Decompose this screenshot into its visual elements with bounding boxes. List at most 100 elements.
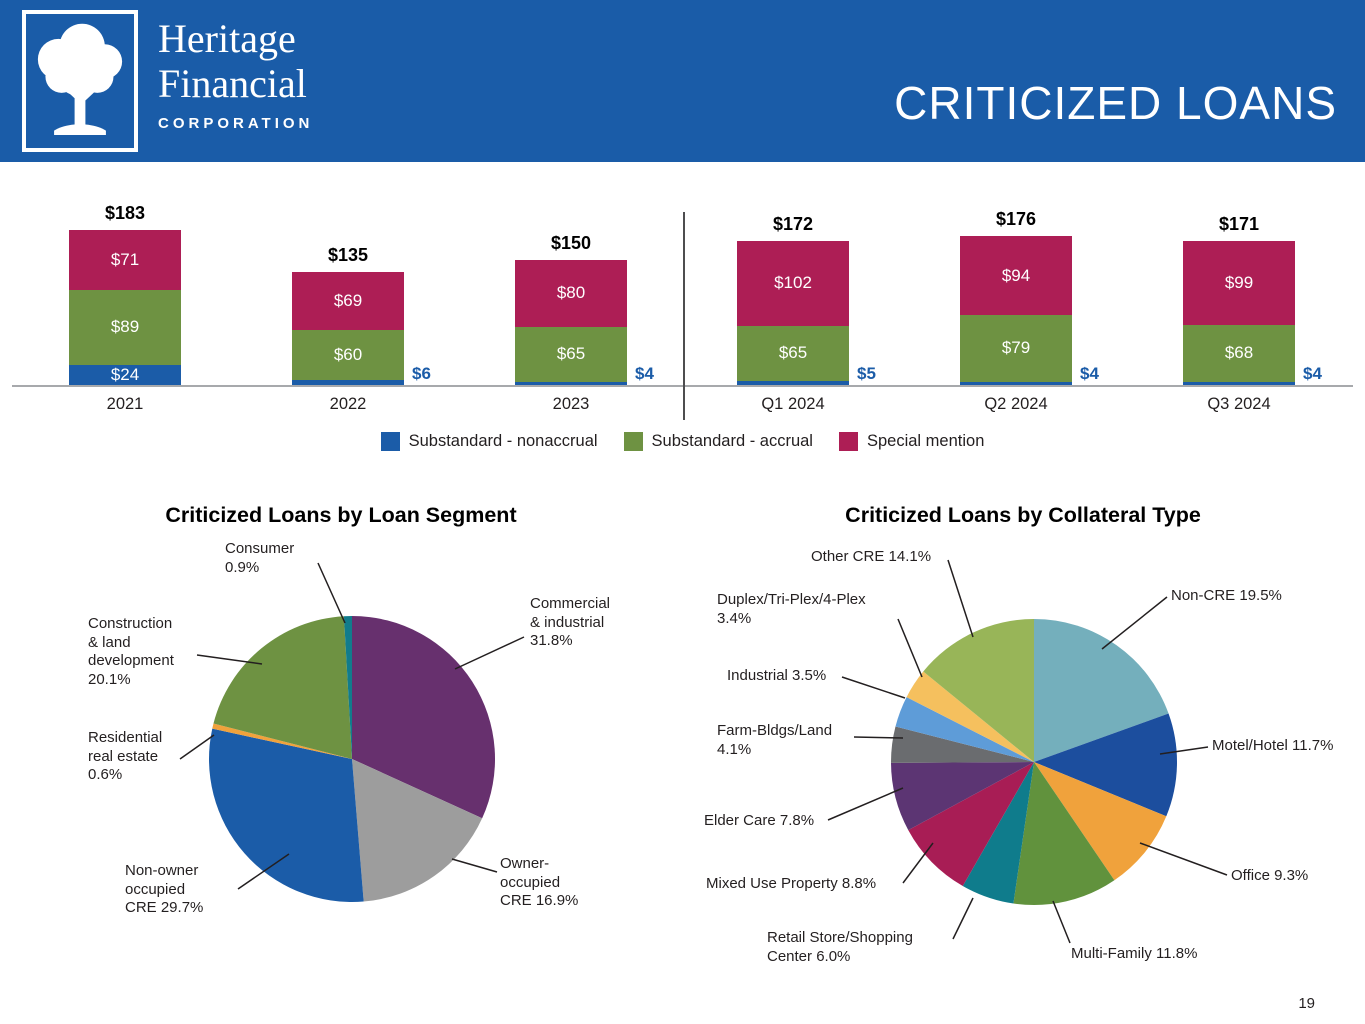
bar-segment-substandard-accrual-q2-2024: $79 bbox=[960, 315, 1072, 382]
leader-line-commercial-industrial bbox=[454, 636, 525, 670]
x-axis-line bbox=[12, 385, 1353, 387]
pie-label-owner-occupied-cre: Owner- occupied CRE 16.9% bbox=[500, 855, 579, 910]
bar-segment-special-mention-2023: $80 bbox=[515, 259, 627, 328]
bar-segment-substandard-accrual-q3-2024: $68 bbox=[1183, 324, 1295, 382]
pie-slice-multi-family bbox=[1013, 762, 1115, 905]
pie-label-elder-care: Elder Care 7.8% bbox=[704, 812, 815, 829]
leader-line-motel-hotel bbox=[1159, 746, 1209, 755]
pie-slice-duplex-tri-plex-4-plex bbox=[906, 671, 1034, 762]
bar-total-label-q2-2024: $176 bbox=[995, 209, 1037, 230]
legend-label-special-mention: Special mention bbox=[866, 432, 985, 450]
pie-slice-mixed-use-property bbox=[908, 762, 1034, 886]
pie-slice-industrial bbox=[895, 697, 1034, 762]
bar-category-label-2022: 2022 bbox=[329, 395, 367, 413]
bar-total-label-2022: $135 bbox=[327, 244, 369, 265]
pie-label-industrial: Industrial 3.5% bbox=[727, 667, 827, 684]
bar-segment-substandard-nonaccrual-q2-2024 bbox=[960, 381, 1072, 385]
pie-label-duplex-tri-plex-4-plex: Duplex/Tri-Plex/4-Plex 3.4% bbox=[717, 591, 866, 627]
logo-line-3: CORPORATION bbox=[158, 115, 314, 132]
bar-category-label-q2-2024: Q2 2024 bbox=[984, 395, 1048, 413]
pie-slice-office bbox=[1034, 762, 1167, 881]
header: Heritage Financial CORPORATION CRITICIZE… bbox=[0, 0, 1365, 162]
bar-value-label-substandard-nonaccrual-2022: $6 bbox=[412, 364, 431, 383]
bar-total-label-q3-2024: $171 bbox=[1218, 214, 1260, 235]
bar-segment-substandard-accrual-2023: $65 bbox=[515, 327, 627, 382]
bar-total-label-2023: $150 bbox=[550, 232, 592, 253]
bar-value-label-substandard-nonaccrual-2023: $4 bbox=[635, 364, 654, 383]
legend-item-substandard-nonaccrual: Substandard - nonaccrual bbox=[380, 432, 598, 451]
pie-slice-farm-bldgs-land bbox=[890, 726, 1034, 763]
leader-line-retail-store-shopping-center bbox=[952, 897, 974, 940]
bar-total-label-2021: $183 bbox=[104, 203, 146, 224]
pie-label-non-owner-occupied-cre: Non-owner occupied CRE 29.7% bbox=[125, 862, 204, 917]
leader-line-non-cre bbox=[1101, 596, 1168, 650]
leader-line-office bbox=[1139, 842, 1228, 876]
bar-segment-special-mention-2022: $69 bbox=[292, 271, 404, 330]
leader-line-mixed-use-property bbox=[902, 842, 934, 884]
legend-item-substandard-accrual: Substandard - accrual bbox=[623, 432, 813, 451]
bar-segment-special-mention-q2-2024: $94 bbox=[960, 236, 1072, 316]
pie-slice-residential-real-estate bbox=[212, 723, 352, 759]
leader-line-construction-land-development bbox=[196, 654, 263, 665]
pie-label-construction-land-development: Construction & land development 20.1% bbox=[88, 615, 174, 688]
pie-slice-owner-occupied-cre bbox=[352, 759, 483, 902]
bar-category-label-2023: 2023 bbox=[552, 395, 590, 413]
pie-charts-row: Criticized Loans by Loan Segment Commerc… bbox=[0, 497, 1365, 1002]
bar-value-label-substandard-nonaccrual-q1-2024: $5 bbox=[857, 364, 876, 383]
pie-label-office: Office 9.3% bbox=[1231, 867, 1309, 884]
pie-label-mixed-use-property: Mixed Use Property 8.8% bbox=[706, 875, 877, 892]
heritage-logo bbox=[22, 10, 138, 152]
bar-segment-special-mention-q3-2024: $99 bbox=[1183, 241, 1295, 325]
pie-slice-other-cre bbox=[923, 619, 1034, 762]
pie-label-non-cre: Non-CRE 19.5% bbox=[1171, 587, 1282, 604]
bar-category-label-q3-2024: Q3 2024 bbox=[1207, 395, 1271, 413]
pie-slice-construction-land-development bbox=[213, 616, 352, 759]
page-number: 19 bbox=[1298, 995, 1315, 1012]
logo-line-1: Heritage bbox=[158, 16, 296, 61]
pie-label-farm-bldgs-land: Farm-Bldgs/Land 4.1% bbox=[717, 722, 833, 758]
pie-slice-non-owner-occupied-cre bbox=[208, 728, 364, 902]
pie-chart-collateral-type: Criticized Loans by Collateral Type Non-… bbox=[682, 497, 1364, 1002]
leader-line-owner-occupied-cre bbox=[451, 858, 498, 873]
annual-quarterly-divider-line bbox=[683, 212, 685, 420]
pie-chart-loan-segment: Criticized Loans by Loan Segment Commerc… bbox=[0, 497, 682, 1002]
bar-chart-section: $24 $89 $71 $183 2021 $6 $60 $69 $135 2022 $4 $65 $8… bbox=[0, 170, 1365, 451]
leader-line-elder-care bbox=[827, 787, 904, 821]
leader-line-multi-family bbox=[1052, 900, 1071, 944]
bar-value-label-substandard-nonaccrual-q3-2024: $4 bbox=[1303, 364, 1322, 383]
page-title: CRITICIZED LOANS bbox=[894, 77, 1337, 129]
logo-line-2: Financial bbox=[158, 61, 307, 106]
pie-label-motel-hotel: Motel/Hotel 11.7% bbox=[1212, 737, 1334, 754]
bar-segment-substandard-nonaccrual-q1-2024 bbox=[737, 380, 849, 385]
leader-line-farm-bldgs-land bbox=[853, 736, 904, 739]
bar-segment-substandard-accrual-q1-2024: $65 bbox=[737, 326, 849, 381]
pie-slice-elder-care bbox=[891, 762, 1034, 831]
bar-category-label-q1-2024: Q1 2024 bbox=[761, 395, 825, 413]
bar-segment-special-mention-q1-2024: $102 bbox=[737, 240, 849, 327]
bar-segment-substandard-accrual-2022: $60 bbox=[292, 329, 404, 380]
bar-segment-substandard-nonaccrual-2022 bbox=[292, 379, 404, 385]
bar-segment-substandard-nonaccrual-2023 bbox=[515, 381, 627, 385]
pie-slice-retail-store-shopping-center bbox=[962, 762, 1034, 904]
pie-label-residential-real-estate: Residential real estate 0.6% bbox=[88, 729, 163, 784]
pie-slice-non-cre bbox=[1034, 619, 1169, 762]
bar-segment-substandard-nonaccrual-2021: $24 bbox=[69, 364, 181, 385]
bar-segment-substandard-accrual-2021: $89 bbox=[69, 290, 181, 365]
pie-label-consumer: Consumer 0.9% bbox=[225, 540, 295, 576]
pie-label-commercial-industrial: Commercial & industrial 31.8% bbox=[530, 595, 611, 650]
leader-line-non-owner-occupied-cre bbox=[237, 853, 290, 890]
legend-swatch-substandard-accrual bbox=[623, 432, 643, 451]
pie-label-multi-family: Multi-Family 11.8% bbox=[1071, 945, 1198, 962]
pie-slice-consumer bbox=[343, 616, 352, 759]
leader-line-residential-real-estate bbox=[179, 734, 215, 760]
pie-label-other-cre: Other CRE 14.1% bbox=[811, 548, 932, 565]
bar-segment-special-mention-2021: $71 bbox=[69, 230, 181, 291]
legend-label-substandard-nonaccrual: Substandard - nonaccrual bbox=[408, 432, 598, 450]
tree-icon bbox=[37, 23, 123, 135]
bar-value-label-substandard-nonaccrual-q2-2024: $4 bbox=[1080, 364, 1099, 383]
legend-swatch-substandard-nonaccrual bbox=[380, 432, 400, 451]
leader-line-industrial bbox=[841, 676, 906, 699]
pie-title-loan-segment: Criticized Loans by Loan Segment bbox=[165, 503, 517, 527]
pie-slice-motel-hotel bbox=[1034, 713, 1178, 817]
logo-wordmark: Heritage Financial CORPORATION bbox=[158, 16, 313, 132]
